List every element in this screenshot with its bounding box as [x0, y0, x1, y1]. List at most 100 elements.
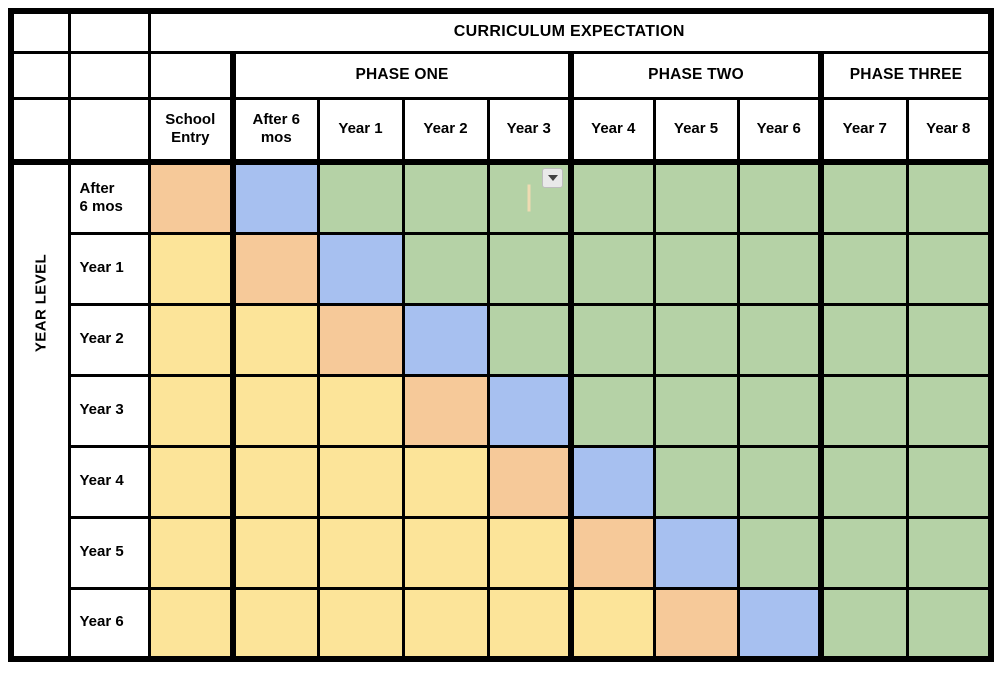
table-title-cell: CURRICULUM EXPECTATION — [147, 9, 993, 54]
dropdown-chip[interactable] — [542, 168, 563, 188]
matrix-cell[interactable] — [905, 444, 993, 519]
matrix-cell[interactable] — [401, 515, 490, 590]
matrix-cell[interactable] — [736, 302, 823, 377]
matrix-cell[interactable] — [230, 302, 320, 377]
matrix-cell[interactable] — [401, 586, 490, 661]
matrix-cell[interactable] — [652, 373, 740, 448]
row-header-year-2: Year 2 — [67, 302, 151, 377]
matrix-cell[interactable] — [316, 373, 405, 448]
matrix-cell[interactable] — [486, 231, 573, 306]
matrix-cell[interactable] — [652, 515, 740, 590]
matrix-cell[interactable] — [486, 373, 573, 448]
phase-two-label: PHASE TWO — [648, 66, 744, 83]
text-cursor — [527, 184, 531, 212]
matrix-cell[interactable] — [818, 444, 909, 519]
matrix-cell[interactable] — [401, 373, 490, 448]
matrix-cell[interactable] — [818, 302, 909, 377]
matrix-cell[interactable] — [736, 586, 823, 661]
column-header-year-7: Year 7 — [818, 96, 909, 164]
column-header-year-3: Year 3 — [486, 96, 573, 164]
matrix-cell[interactable] — [652, 231, 740, 306]
matrix-cell[interactable] — [818, 159, 909, 235]
table-title: CURRICULUM EXPECTATION — [453, 23, 685, 41]
matrix-cell[interactable] — [230, 159, 320, 235]
corner-cell — [147, 50, 235, 100]
matrix-cell[interactable] — [568, 444, 656, 519]
matrix-cell[interactable] — [316, 159, 405, 235]
matrix-cell[interactable] — [652, 302, 740, 377]
row-header-year-4: Year 4 — [67, 444, 151, 519]
matrix-cell[interactable] — [316, 444, 405, 519]
matrix-cell[interactable] — [818, 231, 909, 306]
matrix-cell[interactable] — [568, 231, 656, 306]
corner-cell — [67, 50, 151, 100]
year-level-axis-label: YEAR LEVEL — [32, 253, 50, 353]
matrix-cell[interactable] — [568, 586, 656, 661]
matrix-cell[interactable] — [736, 444, 823, 519]
matrix-cell[interactable] — [316, 515, 405, 590]
matrix-cell[interactable] — [230, 231, 320, 306]
matrix-cell[interactable] — [736, 159, 823, 235]
matrix-cell[interactable] — [818, 515, 909, 590]
matrix-cell[interactable] — [568, 373, 656, 448]
matrix-cell[interactable] — [147, 231, 235, 306]
matrix-cell[interactable] — [568, 159, 656, 235]
matrix-cell[interactable] — [147, 515, 235, 590]
year-level-axis-cell: YEAR LEVEL — [9, 159, 71, 661]
column-header-year-4: Year 4 — [568, 96, 656, 164]
matrix-cell[interactable] — [818, 586, 909, 661]
matrix-cell[interactable] — [736, 373, 823, 448]
matrix-cell[interactable] — [568, 515, 656, 590]
matrix-cell[interactable] — [316, 586, 405, 661]
matrix-cell[interactable] — [230, 373, 320, 448]
matrix-cell[interactable] — [905, 586, 993, 661]
row-header-after-6-mos: After 6 mos — [67, 159, 151, 235]
matrix-cell[interactable] — [736, 515, 823, 590]
matrix-cell[interactable] — [652, 159, 740, 235]
phase-three-label: PHASE THREE — [849, 66, 963, 83]
matrix-cell[interactable] — [652, 444, 740, 519]
matrix-cell[interactable] — [147, 586, 235, 661]
matrix-cell[interactable] — [905, 159, 993, 235]
matrix-cell[interactable] — [486, 586, 573, 661]
row-header-year-6: Year 6 — [67, 586, 151, 661]
matrix-cell[interactable] — [147, 444, 235, 519]
matrix-cell[interactable] — [316, 302, 405, 377]
phase-one-label: PHASE ONE — [355, 66, 449, 83]
matrix-cell[interactable] — [230, 444, 320, 519]
matrix-cell[interactable] — [486, 302, 573, 377]
matrix-cell[interactable] — [736, 231, 823, 306]
matrix-cell[interactable] — [905, 515, 993, 590]
matrix-cell[interactable] — [230, 586, 320, 661]
phase-three-header: PHASE THREE — [818, 50, 993, 100]
row-header-year-1: Year 1 — [67, 231, 151, 306]
matrix-cell[interactable] — [147, 159, 235, 235]
row-header-year-5: Year 5 — [67, 515, 151, 590]
matrix-cell[interactable] — [486, 444, 573, 519]
matrix-cell[interactable] — [230, 515, 320, 590]
column-header-year-1: Year 1 — [316, 96, 405, 164]
corner-cell — [67, 96, 151, 164]
matrix-cell[interactable] — [905, 302, 993, 377]
matrix-cell[interactable] — [905, 373, 993, 448]
matrix-cell[interactable] — [818, 373, 909, 448]
column-header-year-6: Year 6 — [736, 96, 823, 164]
row-header-year-3: Year 3 — [67, 373, 151, 448]
matrix-cell[interactable] — [401, 231, 490, 306]
matrix-cell[interactable] — [401, 302, 490, 377]
phase-two-header: PHASE TWO — [568, 50, 823, 100]
matrix-cell[interactable] — [401, 159, 490, 235]
matrix-cell[interactable] — [905, 231, 993, 306]
matrix-cell[interactable] — [486, 159, 573, 235]
matrix-cell[interactable] — [147, 302, 235, 377]
matrix-cell[interactable] — [652, 586, 740, 661]
matrix-cell[interactable] — [568, 302, 656, 377]
matrix-cell[interactable] — [316, 231, 405, 306]
matrix-cell[interactable] — [147, 373, 235, 448]
matrix-cell[interactable] — [401, 444, 490, 519]
corner-cell — [9, 50, 71, 100]
column-header-year-8: Year 8 — [905, 96, 993, 164]
column-header-year-2: Year 2 — [401, 96, 490, 164]
corner-cell — [9, 96, 71, 164]
matrix-cell[interactable] — [486, 515, 573, 590]
